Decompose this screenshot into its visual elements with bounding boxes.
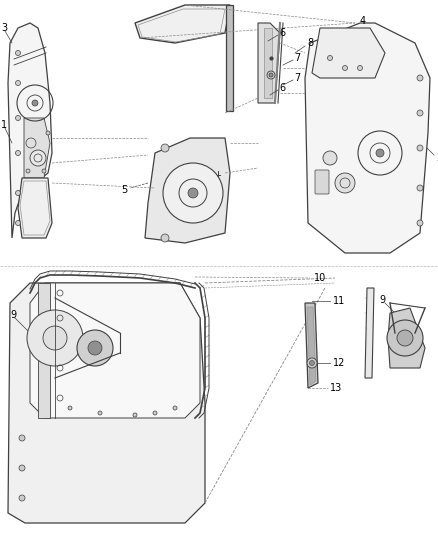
Circle shape [15, 190, 21, 196]
Text: 1: 1 [1, 120, 7, 130]
Polygon shape [312, 28, 385, 78]
Circle shape [417, 185, 423, 191]
Circle shape [376, 149, 384, 157]
Circle shape [27, 310, 83, 366]
Circle shape [19, 495, 25, 501]
Circle shape [161, 144, 169, 152]
Text: 8: 8 [307, 38, 313, 48]
Circle shape [335, 173, 355, 193]
Circle shape [15, 116, 21, 120]
Circle shape [307, 358, 317, 368]
Polygon shape [264, 28, 272, 98]
Text: 13: 13 [330, 383, 342, 393]
Polygon shape [145, 138, 230, 243]
Circle shape [387, 320, 423, 356]
Polygon shape [30, 283, 200, 418]
Text: 4: 4 [360, 16, 366, 26]
Circle shape [46, 131, 50, 135]
Circle shape [30, 150, 46, 166]
Circle shape [161, 234, 169, 242]
Circle shape [98, 411, 102, 415]
Text: 9: 9 [10, 310, 16, 320]
Text: 5: 5 [121, 185, 127, 195]
Polygon shape [305, 23, 430, 253]
Polygon shape [8, 283, 205, 523]
Circle shape [68, 406, 72, 410]
Circle shape [188, 188, 198, 198]
Polygon shape [307, 307, 316, 385]
Text: 7: 7 [294, 53, 300, 63]
Polygon shape [38, 283, 50, 418]
Circle shape [133, 413, 137, 417]
Polygon shape [135, 5, 230, 43]
Polygon shape [8, 23, 52, 238]
Circle shape [323, 151, 337, 165]
Circle shape [328, 55, 332, 61]
Circle shape [26, 169, 30, 173]
Circle shape [153, 411, 157, 415]
Polygon shape [388, 308, 425, 368]
Circle shape [173, 406, 177, 410]
Circle shape [310, 360, 314, 366]
Circle shape [417, 220, 423, 226]
Circle shape [15, 80, 21, 85]
Circle shape [15, 150, 21, 156]
Polygon shape [365, 288, 374, 378]
Polygon shape [24, 118, 50, 178]
FancyBboxPatch shape [315, 170, 329, 194]
Circle shape [343, 66, 347, 70]
Text: 10: 10 [314, 273, 326, 283]
Polygon shape [226, 5, 233, 111]
Polygon shape [18, 178, 52, 238]
Polygon shape [258, 23, 280, 103]
Polygon shape [20, 181, 50, 235]
Circle shape [19, 465, 25, 471]
Circle shape [15, 221, 21, 225]
Circle shape [43, 326, 67, 350]
Text: 6: 6 [279, 83, 285, 93]
Text: 7: 7 [294, 73, 300, 83]
Circle shape [267, 71, 275, 79]
Text: 6: 6 [279, 28, 285, 38]
Circle shape [417, 110, 423, 116]
Circle shape [42, 169, 46, 173]
Text: 12: 12 [333, 358, 346, 368]
Circle shape [357, 66, 363, 70]
Circle shape [19, 435, 25, 441]
Text: 3: 3 [1, 23, 7, 33]
Circle shape [77, 330, 113, 366]
Text: 11: 11 [333, 296, 345, 306]
Polygon shape [305, 303, 318, 388]
Text: 9: 9 [379, 295, 385, 305]
Circle shape [32, 100, 38, 106]
Text: 2: 2 [436, 153, 438, 163]
Circle shape [15, 51, 21, 55]
Circle shape [163, 163, 223, 223]
Circle shape [417, 145, 423, 151]
Circle shape [397, 330, 413, 346]
Circle shape [269, 73, 273, 77]
Circle shape [88, 341, 102, 355]
Circle shape [417, 75, 423, 81]
